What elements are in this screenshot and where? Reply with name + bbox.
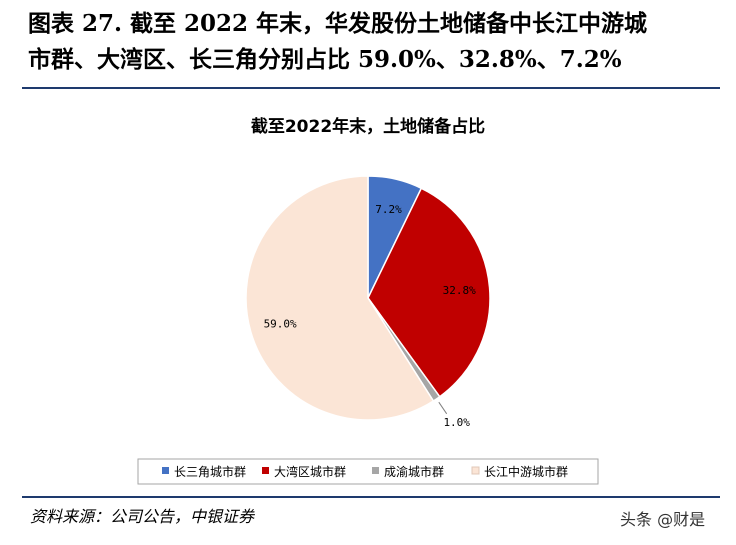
figure-title-line2: 市群、大湾区、长三角分别占比 59.0%、32.8%、7.2%	[28, 46, 622, 73]
legend-label-1: 大湾区城市群	[274, 464, 346, 479]
figure-title: 图表 27. 截至 2022 年末，华发股份土地储备中长江中游城 市群、大湾区、…	[28, 6, 718, 78]
pie-slice-1	[367, 187, 491, 398]
legend-swatch-1	[262, 467, 269, 474]
legend-box	[137, 458, 599, 485]
data-label-2: 1.0%	[443, 416, 470, 429]
figure-title-line1: 图表 27. 截至 2022 年末，华发股份土地储备中长江中游城	[28, 10, 648, 37]
data-label-0: 7.2%	[375, 203, 402, 216]
watermark-text: 头条 @财是	[620, 510, 706, 529]
legend-swatch-3	[471, 466, 480, 475]
pie-leader-lines	[438, 401, 448, 415]
legend-label-0: 长三角城市群	[174, 464, 246, 479]
leader-line-2	[438, 401, 448, 415]
data-label-1: 32.8%	[443, 284, 476, 297]
legend-label-2: 成渝城市群	[384, 464, 444, 479]
chart-title: 截至2022年末，土地储备占比	[251, 116, 485, 137]
legend: 长三角城市群 大湾区城市群 成渝城市群 长江中游城市群	[162, 464, 568, 479]
source-note: 资料来源：公司公告，中银证券	[30, 507, 255, 526]
legend-label-3: 长江中游城市群	[484, 464, 568, 479]
pie-slice-3	[245, 175, 435, 421]
pie-data-labels: 7.2% 32.8% 1.0% 59.0%	[264, 203, 477, 429]
footer-divider	[22, 496, 720, 498]
title-divider	[22, 87, 720, 89]
pie-slices	[245, 175, 491, 421]
legend-swatch-0	[162, 467, 169, 474]
legend-swatch-2	[372, 467, 379, 474]
data-label-3: 59.0%	[264, 318, 297, 331]
